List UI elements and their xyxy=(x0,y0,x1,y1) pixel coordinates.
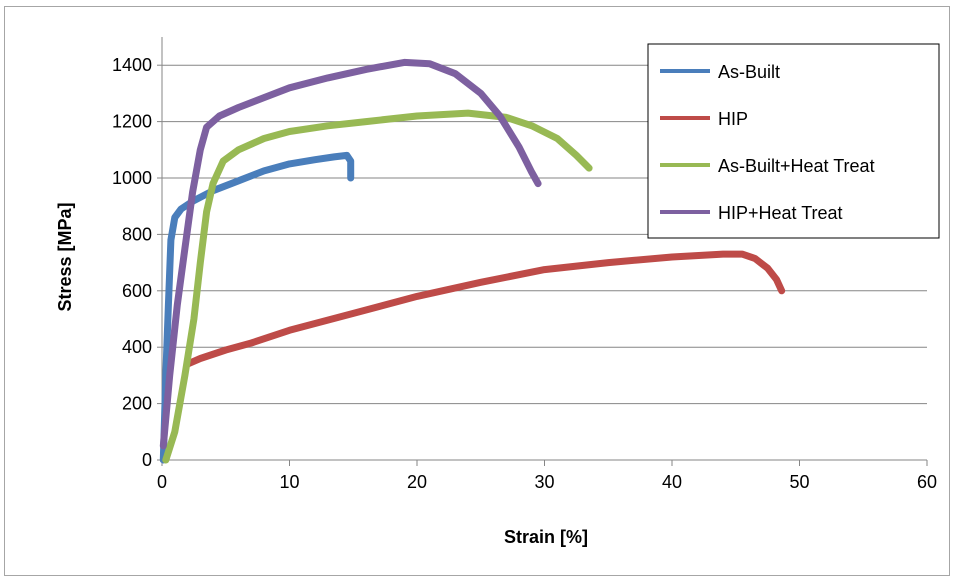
legend-label: As-Built+Heat Treat xyxy=(718,156,875,176)
y-tick-label: 0 xyxy=(142,450,152,470)
y-tick-label: 600 xyxy=(122,281,152,301)
legend-label: HIP+Heat Treat xyxy=(718,203,843,223)
y-tick-label: 1200 xyxy=(112,112,152,132)
x-tick-label: 60 xyxy=(917,472,937,492)
x-tick-label: 0 xyxy=(157,472,167,492)
x-tick-label: 30 xyxy=(534,472,554,492)
x-tick-label: 50 xyxy=(789,472,809,492)
y-tick-label: 800 xyxy=(122,224,152,244)
legend-label: HIP xyxy=(718,109,748,129)
y-tick-label: 400 xyxy=(122,337,152,357)
legend: As-Built HIP As-Built+Heat Treat HIP+Heat T… xyxy=(648,44,939,238)
stress-strain-chart: 0 200 400 600 800 1000 1200 1400 0 10 20 30 40 50 60 S… xyxy=(5,7,951,577)
legend-label: As-Built xyxy=(718,62,780,82)
chart-frame: 0 200 400 600 800 1000 1200 1400 0 10 20 30 40 50 60 S… xyxy=(4,6,950,576)
x-tick-label: 20 xyxy=(407,472,427,492)
y-tick-label: 200 xyxy=(122,394,152,414)
y-axis-title: Stress [MPa] xyxy=(55,202,75,311)
y-tick-label: 1000 xyxy=(112,168,152,188)
x-tick-label: 10 xyxy=(279,472,299,492)
x-tick-label: 40 xyxy=(662,472,682,492)
x-axis-title: Strain [%] xyxy=(504,527,588,547)
y-tick-label: 1400 xyxy=(112,55,152,75)
